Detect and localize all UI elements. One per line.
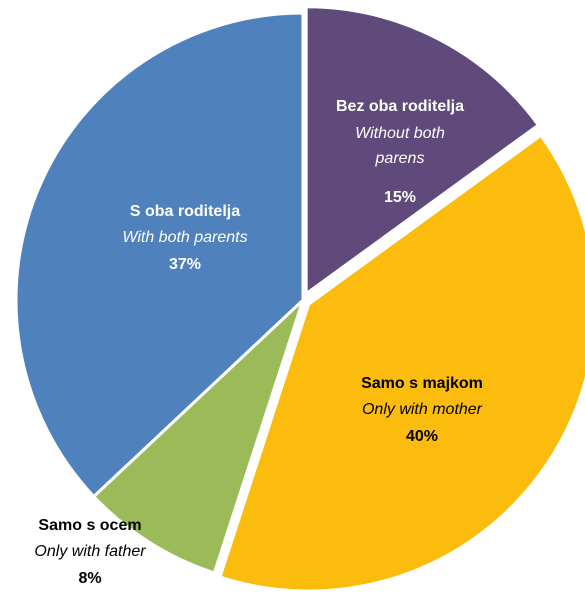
- slice-label: S oba roditelja With both parents 37%: [122, 203, 247, 273]
- value-label: 40%: [406, 428, 438, 445]
- category-name: Samo s majkom: [361, 375, 483, 392]
- pie-slice: [14, 11, 305, 499]
- category-name-en: Without both parens: [355, 125, 445, 167]
- category-name-en: With both parents: [122, 229, 247, 246]
- category-name: Samo s ocem: [38, 517, 141, 534]
- category-name-en: Only with mother: [362, 401, 483, 418]
- value-label: 37%: [169, 256, 201, 273]
- pie-slice: [91, 298, 305, 575]
- slice-label: Samo s majkom Only with mother 40%: [361, 375, 483, 445]
- slice-label: Samo s ocem Only with father 8%: [34, 517, 146, 587]
- category-name-en: Only with father: [34, 543, 146, 560]
- category-name: S oba roditelja: [130, 203, 240, 220]
- category-name: Bez oba roditelja: [336, 98, 464, 115]
- slice-label: Bez oba roditelja Without both parens 15%: [336, 98, 464, 206]
- pie-slice: [304, 5, 541, 297]
- value-label: 15%: [384, 189, 416, 206]
- value-label: 8%: [78, 570, 101, 587]
